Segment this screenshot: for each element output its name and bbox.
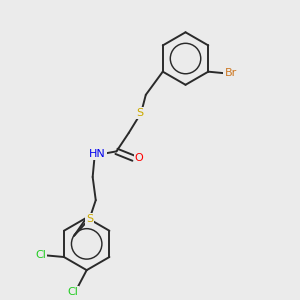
Text: Cl: Cl — [35, 250, 46, 260]
Text: Cl: Cl — [67, 287, 78, 297]
Text: HN: HN — [89, 149, 106, 159]
Text: Br: Br — [224, 68, 237, 78]
Text: S: S — [86, 214, 93, 224]
Text: S: S — [136, 108, 143, 118]
Text: O: O — [135, 153, 143, 163]
